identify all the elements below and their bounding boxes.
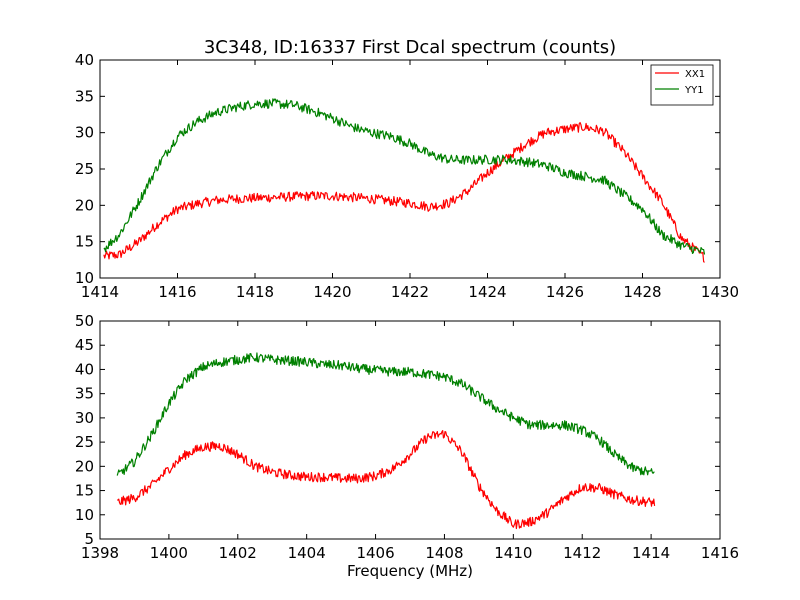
- y-tick-label: 20: [75, 196, 94, 214]
- y-tick-label: 40: [75, 360, 94, 378]
- series-line-xx1: [103, 121, 705, 263]
- legend-label-xx1: XX1: [685, 69, 705, 80]
- x-axis-label: Frequency (MHz): [347, 562, 473, 580]
- plot-frame: [99, 320, 721, 540]
- y-tick-label: 30: [75, 409, 94, 427]
- x-tick-label: 1398: [81, 544, 119, 562]
- y-tick-label: 45: [75, 336, 94, 354]
- x-tick-label: 1414: [81, 283, 119, 301]
- y-tick-label: 50: [75, 312, 94, 330]
- y-tick-label: 25: [75, 433, 94, 451]
- y-tick-label: 20: [75, 457, 94, 475]
- x-tick-label: 1418: [236, 283, 274, 301]
- y-tick-label: 35: [75, 87, 94, 105]
- legend-label-yy1: YY1: [684, 85, 704, 96]
- x-tick-label: 1400: [150, 544, 188, 562]
- x-tick-label: 1410: [494, 544, 532, 562]
- y-tick-label: 15: [75, 233, 94, 251]
- top-panel: 1414 1416 1418 1420 1422 1424 1426 1428 1430 10 15…: [75, 51, 739, 301]
- y-tick-label: 35: [75, 385, 94, 403]
- series-line-green: [116, 352, 655, 476]
- chart-title: 3C348, ID:16337 First Dcal spectrum (cou…: [204, 37, 616, 58]
- x-tick-label: 1402: [219, 544, 257, 562]
- x-tick-label: 1414: [632, 544, 670, 562]
- x-tick-label: 1422: [391, 283, 429, 301]
- x-tick-label: 1428: [623, 283, 661, 301]
- y-tick-label: 15: [75, 482, 94, 500]
- x-tick-label: 1426: [546, 283, 584, 301]
- y-tick-label: 10: [75, 506, 94, 524]
- x-tick-label: 1408: [425, 544, 463, 562]
- y-tick-label: 30: [75, 124, 94, 142]
- x-tick-label: 1412: [563, 544, 601, 562]
- x-tick-label: 1404: [288, 544, 326, 562]
- y-tick-label: 10: [75, 269, 94, 287]
- x-tick-label: 1406: [356, 544, 394, 562]
- y-tick-label: 40: [75, 51, 94, 69]
- x-tick-label: 1424: [468, 283, 506, 301]
- series-line-yy1: [103, 98, 706, 255]
- bottom-panel: 1398 1400 1402 1404 1406 1408 1410 1412 1414 1416…: [75, 312, 739, 562]
- x-tick-label: 1430: [701, 283, 739, 301]
- x-tick-label: 1416: [158, 283, 196, 301]
- y-tick-label: 25: [75, 160, 94, 178]
- legend-box: [650, 64, 714, 106]
- y-tick-label: 5: [84, 530, 94, 548]
- x-tick-label: 1420: [313, 283, 351, 301]
- x-tick-label: 1416: [701, 544, 739, 562]
- series-line-red: [117, 430, 656, 530]
